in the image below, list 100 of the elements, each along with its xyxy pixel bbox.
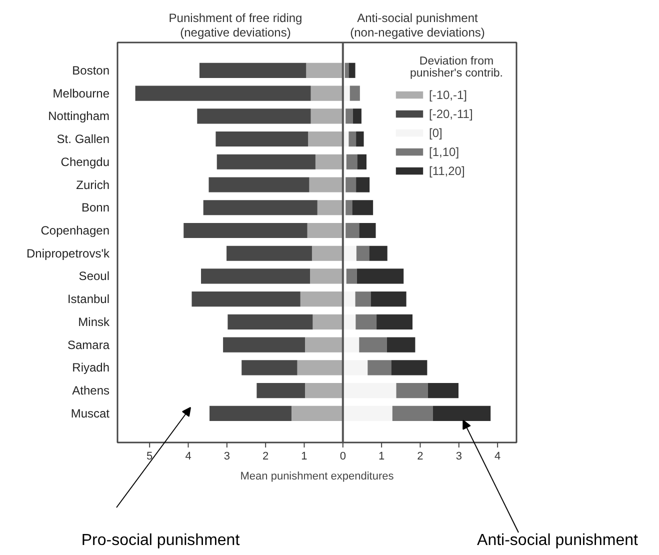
bar [392, 406, 433, 421]
bar [368, 360, 392, 376]
bar [346, 154, 358, 170]
bar [197, 108, 311, 124]
bar [346, 222, 360, 238]
bar [306, 62, 343, 78]
bar [192, 292, 300, 307]
bar [370, 292, 406, 307]
legend-label: [-20,-11] [429, 106, 473, 121]
x-tick-label: 2 [417, 450, 424, 462]
x-tick-label: 1 [378, 450, 385, 462]
bar [305, 383, 343, 398]
bar [342, 292, 356, 307]
bar [346, 177, 356, 192]
y-tick-label: Istanbul [67, 292, 110, 306]
bar [307, 222, 343, 238]
bar [386, 337, 416, 352]
bar [308, 131, 343, 147]
y-tick-label: Boston [72, 63, 110, 78]
x-axis-title: Mean punishment expenditures [240, 470, 394, 482]
bar [376, 314, 412, 330]
bar [346, 268, 357, 284]
bar [346, 108, 353, 124]
bar [310, 86, 343, 101]
y-tick-label: Nottingham [48, 109, 110, 124]
text: Punishment of free riding (negative deviations) [168, 10, 302, 40]
x-tick-label: 4 [185, 450, 192, 462]
bar [359, 222, 376, 238]
bar [305, 337, 343, 352]
y-tick-label: St. Gallen [56, 132, 110, 146]
text: Pro-social punishment [81, 532, 240, 549]
bar [432, 406, 491, 421]
bar [228, 314, 313, 330]
bar [342, 314, 356, 330]
bar [356, 314, 377, 330]
bar [346, 200, 352, 216]
bar [359, 337, 387, 352]
y-tick-label: Copenhagen [40, 223, 110, 238]
bar [256, 383, 306, 398]
bar [210, 406, 292, 421]
y-tick-label: Minsk [78, 314, 110, 329]
y-tick-label: Athens [72, 384, 110, 398]
bar [342, 246, 356, 261]
bar [356, 268, 404, 284]
bar [184, 222, 308, 238]
y-tick-label: Seoul [78, 269, 110, 284]
bar [297, 360, 343, 376]
bar [356, 177, 370, 192]
bar [396, 383, 428, 398]
bar [342, 360, 368, 376]
bar [350, 86, 360, 101]
bar [199, 62, 306, 78]
bar [342, 406, 392, 421]
bar [391, 360, 428, 376]
bar [223, 337, 306, 352]
bar [428, 383, 459, 398]
legend-label: [1,10] [429, 144, 460, 159]
y-tick-label: Samara [67, 338, 110, 352]
bar [357, 154, 366, 170]
bar [208, 177, 310, 192]
bar [201, 268, 310, 284]
bar [342, 337, 360, 352]
bar [342, 383, 396, 398]
legend-label: [-10,-1] [429, 87, 468, 102]
legend-label: [11,20] [429, 163, 465, 178]
bar [135, 86, 311, 101]
bar [317, 200, 343, 216]
bar [216, 131, 308, 147]
bar [300, 292, 343, 307]
bar [344, 62, 349, 78]
bar [312, 246, 343, 261]
bar [226, 246, 312, 261]
bar [291, 406, 343, 421]
bar [310, 108, 343, 124]
y-tick-label: Zurich [76, 178, 110, 192]
text: Anti-social punishment (non-negative deviations) [350, 10, 485, 40]
bar [309, 177, 343, 192]
x-tick-label: 2 [262, 450, 269, 462]
x-tick-label: 1 [301, 450, 308, 462]
x-tick-label: 5 [146, 450, 153, 462]
bar [355, 292, 371, 307]
y-tick-label: Chengdu [60, 154, 110, 169]
bar [312, 314, 343, 330]
x-tick-label: 0 [340, 450, 346, 462]
y-tick-label: Muscat [70, 406, 110, 420]
bar [315, 154, 343, 170]
y-tick-label: Dnipropetrovs'k [26, 246, 110, 260]
bar [348, 131, 356, 147]
bar [369, 246, 388, 261]
bar [310, 268, 343, 284]
y-tick-label: Melbourne [52, 86, 110, 100]
legend-label: [0] [429, 125, 444, 140]
x-tick-label: 3 [456, 450, 462, 462]
x-tick-label: 3 [224, 450, 230, 462]
y-tick-label: Riyadh [72, 360, 110, 375]
bar [216, 154, 316, 170]
bar [352, 108, 362, 124]
legend-title: Deviation from punisher's contrib. [410, 56, 503, 80]
bar [356, 131, 364, 147]
y-tick-label: Bonn [81, 200, 110, 215]
